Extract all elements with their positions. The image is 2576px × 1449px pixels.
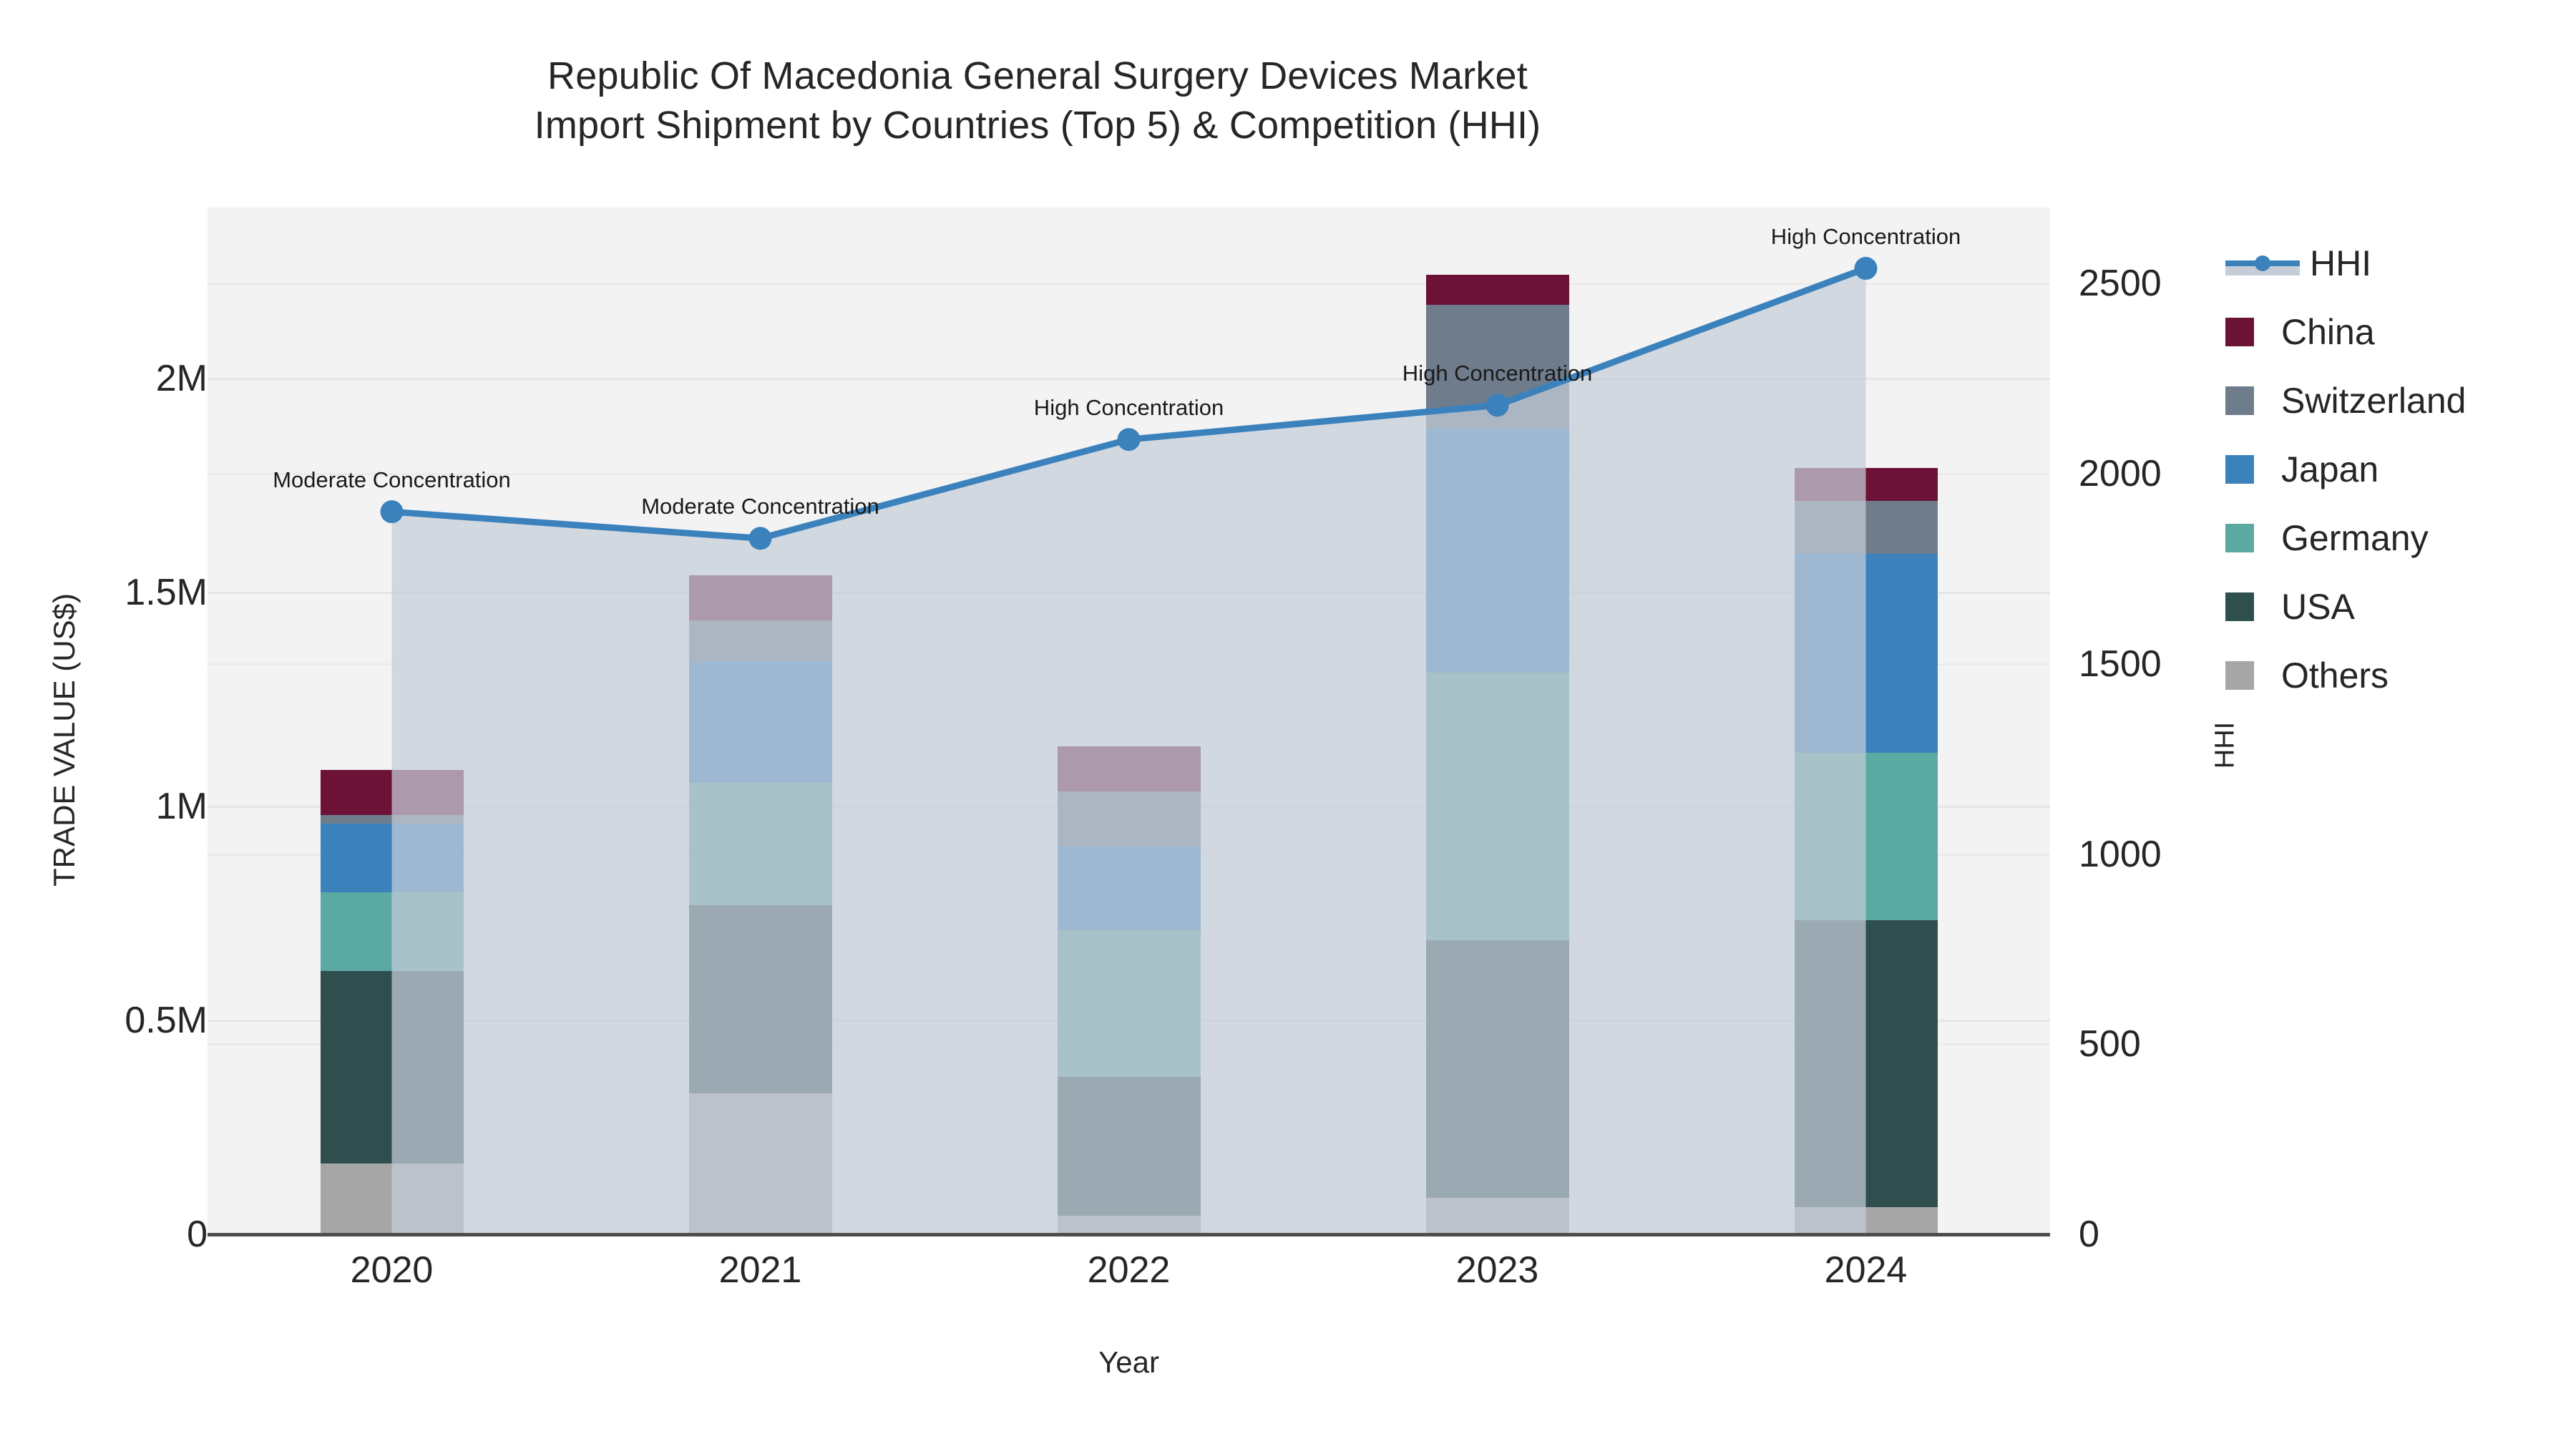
- bar-segment-japan[interactable]: [1425, 429, 1569, 673]
- bar-stack[interactable]: [688, 208, 832, 1234]
- bar-segment-others[interactable]: [1425, 1198, 1569, 1234]
- legend-swatch-icon: [2225, 524, 2254, 552]
- legend-item-label: HHI: [2310, 243, 2372, 283]
- x-axis-tick-label: 2022: [1087, 1249, 1171, 1291]
- legend-item-usa[interactable]: USA: [2225, 572, 2562, 641]
- legend-swatch-icon: [2225, 455, 2254, 484]
- x-axis-title: Year: [1098, 1345, 1159, 1379]
- legend-item-label: Japan: [2281, 449, 2379, 489]
- bar-segment-japan[interactable]: [688, 660, 832, 784]
- legend-item-switzerland[interactable]: Switzerland: [2225, 366, 2562, 435]
- y-axis-left-tick-label: 1.5M: [125, 572, 208, 614]
- bar-segment-switzerland[interactable]: [1057, 791, 1201, 846]
- legend-item-label: China: [2281, 312, 2375, 352]
- bar-segment-china[interactable]: [688, 575, 832, 620]
- bar-segment-japan[interactable]: [320, 824, 464, 892]
- bar-segment-japan[interactable]: [1057, 845, 1201, 930]
- bar-segment-germany[interactable]: [688, 783, 832, 905]
- x-axis-tick-label: 2023: [1455, 1249, 1539, 1291]
- y-axis-left-tick-label: 0.5M: [125, 1000, 208, 1042]
- legend-item-label: Germany: [2281, 518, 2429, 558]
- legend-swatch-icon: [2225, 592, 2254, 621]
- x-axis-tick-label: 2020: [350, 1249, 434, 1291]
- bar-stack[interactable]: [1057, 208, 1201, 1234]
- bar-segment-china[interactable]: [1794, 467, 1938, 501]
- bar-segment-china[interactable]: [320, 770, 464, 816]
- legend-line-icon: [2225, 249, 2300, 278]
- y-axis-left-tick-label: 2M: [155, 358, 208, 400]
- legend: HHI China Switzerland Japan Germany USA Others: [2225, 229, 2562, 710]
- bar-segment-germany[interactable]: [1057, 930, 1201, 1077]
- bar-segment-usa[interactable]: [1425, 940, 1569, 1199]
- y-axis-right-tick-label: 2500: [2079, 263, 2162, 305]
- bar-segment-japan[interactable]: [1794, 554, 1938, 753]
- hhi-annotation: High Concentration: [1402, 361, 1593, 386]
- legend-item-others[interactable]: Others: [2225, 641, 2562, 710]
- bar-segment-usa[interactable]: [688, 904, 832, 1093]
- bar-segment-others[interactable]: [1057, 1216, 1201, 1234]
- y-axis-right-tick-label: 500: [2079, 1023, 2141, 1065]
- bar-stack[interactable]: [1794, 208, 1938, 1234]
- y-axis-left-tick-label: 0: [187, 1214, 208, 1255]
- x-axis-line: [208, 1233, 2050, 1236]
- legend-swatch-icon: [2225, 661, 2254, 690]
- x-axis-tick-label: 2024: [1824, 1249, 1908, 1291]
- hhi-annotation: Moderate Concentration: [273, 467, 511, 493]
- y-axis-right-tick-label: 2000: [2079, 453, 2162, 495]
- bar-segment-usa[interactable]: [1057, 1076, 1201, 1216]
- legend-item-hhi[interactable]: HHI: [2225, 229, 2562, 298]
- y-axis-right-tick-label: 0: [2079, 1214, 2099, 1255]
- bar-segment-china[interactable]: [1057, 746, 1201, 792]
- legend-swatch-icon: [2225, 386, 2254, 415]
- y-axis-right-tick-label: 1000: [2079, 833, 2162, 875]
- bar-segment-switzerland[interactable]: [688, 620, 832, 661]
- bar-segment-others[interactable]: [320, 1163, 464, 1234]
- legend-item-label: USA: [2281, 587, 2355, 627]
- y-axis-right-tick-label: 1500: [2079, 643, 2162, 685]
- hhi-annotation: Moderate Concentration: [641, 494, 879, 519]
- legend-item-japan[interactable]: Japan: [2225, 435, 2562, 504]
- hhi-annotation: High Concentration: [1770, 224, 1961, 250]
- bar-segment-usa[interactable]: [320, 971, 464, 1164]
- bar-segment-china[interactable]: [1425, 274, 1569, 305]
- legend-swatch-icon: [2225, 318, 2254, 346]
- hhi-annotation: High Concentration: [1033, 395, 1224, 421]
- legend-item-china[interactable]: China: [2225, 298, 2562, 366]
- bar-segment-others[interactable]: [1794, 1207, 1938, 1234]
- plot-area: Moderate Concentration Moderate Concentra…: [208, 208, 2050, 1234]
- legend-item-germany[interactable]: Germany: [2225, 504, 2562, 572]
- legend-item-label: Others: [2281, 655, 2389, 696]
- x-axis-tick-label: 2021: [718, 1249, 802, 1291]
- bar-segment-switzerland[interactable]: [1794, 500, 1938, 555]
- bar-segment-others[interactable]: [688, 1093, 832, 1234]
- chart-title: Republic Of Macedonia General Surgery De…: [534, 54, 1541, 147]
- y-axis-left-title: TRADE VALUE (US$): [47, 593, 81, 887]
- bar-segment-germany[interactable]: [320, 892, 464, 972]
- bar-stack[interactable]: [320, 208, 464, 1234]
- y-axis-left-tick-label: 1M: [155, 786, 208, 828]
- bar-segment-switzerland[interactable]: [320, 815, 464, 824]
- bar-segment-germany[interactable]: [1425, 672, 1569, 940]
- bar-segment-usa[interactable]: [1794, 919, 1938, 1208]
- bar-segment-germany[interactable]: [1794, 753, 1938, 920]
- legend-item-label: Switzerland: [2281, 381, 2467, 421]
